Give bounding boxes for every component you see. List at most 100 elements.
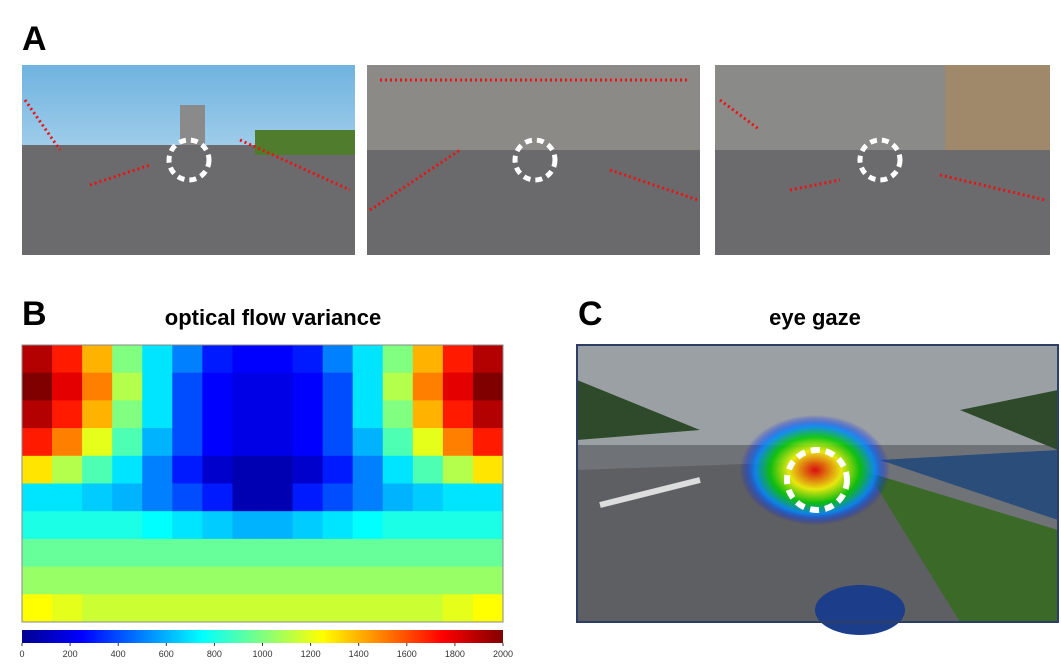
heat-cell bbox=[292, 345, 324, 374]
heat-cell bbox=[292, 455, 324, 484]
heat-cell bbox=[22, 345, 53, 374]
heat-cell bbox=[112, 538, 143, 568]
heat-cell bbox=[82, 372, 113, 401]
heat-cell bbox=[472, 400, 504, 429]
gaze-image bbox=[576, 344, 1059, 635]
heat-cell bbox=[232, 566, 263, 595]
heat-cell bbox=[22, 511, 53, 540]
heat-cell bbox=[202, 483, 233, 512]
heat-cell bbox=[142, 538, 173, 568]
heat-cell bbox=[22, 372, 53, 401]
colorbar-tick-label: 200 bbox=[63, 649, 78, 659]
heat-cell bbox=[412, 566, 444, 595]
heat-cell bbox=[202, 345, 233, 374]
heat-cell bbox=[52, 428, 83, 457]
heat-cell bbox=[142, 428, 173, 457]
heat-cell bbox=[202, 372, 233, 401]
heat-cell bbox=[382, 372, 414, 401]
heat-cell bbox=[442, 538, 474, 568]
heat-cell bbox=[22, 594, 53, 623]
heat-cell bbox=[382, 566, 414, 595]
heat-cell bbox=[442, 345, 474, 374]
heat-cell bbox=[82, 400, 113, 429]
heat-cell bbox=[142, 400, 173, 429]
heat-cell bbox=[412, 483, 444, 512]
heat-cell bbox=[142, 455, 173, 484]
heat-cell bbox=[172, 372, 203, 401]
heat-cell bbox=[382, 483, 414, 512]
scene-image bbox=[367, 65, 700, 255]
heat-cell bbox=[262, 566, 294, 595]
heat-cell bbox=[442, 483, 474, 512]
heat-cell bbox=[262, 511, 294, 540]
heat-cell bbox=[472, 594, 504, 623]
heat-cell bbox=[82, 511, 113, 540]
heat-cell bbox=[52, 455, 83, 484]
heat-cell bbox=[172, 428, 203, 457]
scene-image bbox=[715, 65, 1050, 255]
heat-cell bbox=[52, 400, 83, 429]
heat-cell bbox=[322, 345, 354, 374]
heat-cell bbox=[232, 511, 263, 540]
colorbar bbox=[22, 630, 503, 643]
heat-cell bbox=[382, 400, 414, 429]
heat-cell bbox=[262, 400, 294, 429]
heat-cell bbox=[292, 538, 324, 568]
heat-cell bbox=[232, 483, 263, 512]
heat-cell bbox=[262, 483, 294, 512]
heat-cell bbox=[22, 400, 53, 429]
heat-cell bbox=[232, 400, 263, 429]
heat-cell bbox=[82, 345, 113, 374]
heat-cell bbox=[472, 511, 504, 540]
heat-cell bbox=[382, 538, 414, 568]
heat-cell bbox=[112, 483, 143, 512]
colorbar-tick-label: 1000 bbox=[252, 649, 272, 659]
heat-cell bbox=[352, 372, 384, 401]
heat-cell bbox=[262, 372, 294, 401]
heat-cell bbox=[112, 511, 143, 540]
heat-cell bbox=[352, 345, 384, 374]
heat-cell bbox=[412, 511, 444, 540]
heat-cell bbox=[382, 345, 414, 374]
heat-cell bbox=[442, 594, 474, 623]
heat-cell bbox=[322, 455, 354, 484]
heat-cell bbox=[142, 594, 173, 623]
heat-cell bbox=[262, 428, 294, 457]
heat-cell bbox=[292, 566, 324, 595]
heat-cell bbox=[52, 511, 83, 540]
heat-cell bbox=[172, 566, 203, 595]
heat-cell bbox=[82, 428, 113, 457]
heat-cell bbox=[382, 455, 414, 484]
heat-cell bbox=[22, 566, 53, 595]
heatmap bbox=[22, 345, 504, 623]
heat-cell bbox=[172, 345, 203, 374]
heat-cell bbox=[412, 400, 444, 429]
heat-cell bbox=[232, 538, 263, 568]
heat-cell bbox=[202, 511, 233, 540]
heat-cell bbox=[202, 400, 233, 429]
colorbar-tick-label: 2000 bbox=[493, 649, 513, 659]
heat-cell bbox=[412, 594, 444, 623]
heat-cell bbox=[82, 566, 113, 595]
heat-cell bbox=[322, 594, 354, 623]
heat-cell bbox=[262, 594, 294, 623]
heat-cell bbox=[412, 455, 444, 484]
heat-cell bbox=[262, 345, 294, 374]
panel-label: A bbox=[22, 20, 47, 58]
colorbar-tick-label: 800 bbox=[207, 649, 222, 659]
heat-cell bbox=[412, 428, 444, 457]
heat-cell bbox=[142, 511, 173, 540]
heat-cell bbox=[82, 455, 113, 484]
heat-cell bbox=[232, 372, 263, 401]
heat-cell bbox=[172, 538, 203, 568]
heat-cell bbox=[22, 455, 53, 484]
heat-cell bbox=[262, 538, 294, 568]
heat-cell bbox=[442, 455, 474, 484]
colorbar-ticks: 0 200 400 600 800 1000 1200 1400 1600 1800 2000 bbox=[19, 643, 513, 659]
heat-cell bbox=[232, 345, 263, 374]
panel-label: C bbox=[578, 295, 603, 333]
heat-cell bbox=[292, 594, 324, 623]
heat-cell bbox=[352, 594, 384, 623]
heat-cell bbox=[82, 594, 113, 623]
